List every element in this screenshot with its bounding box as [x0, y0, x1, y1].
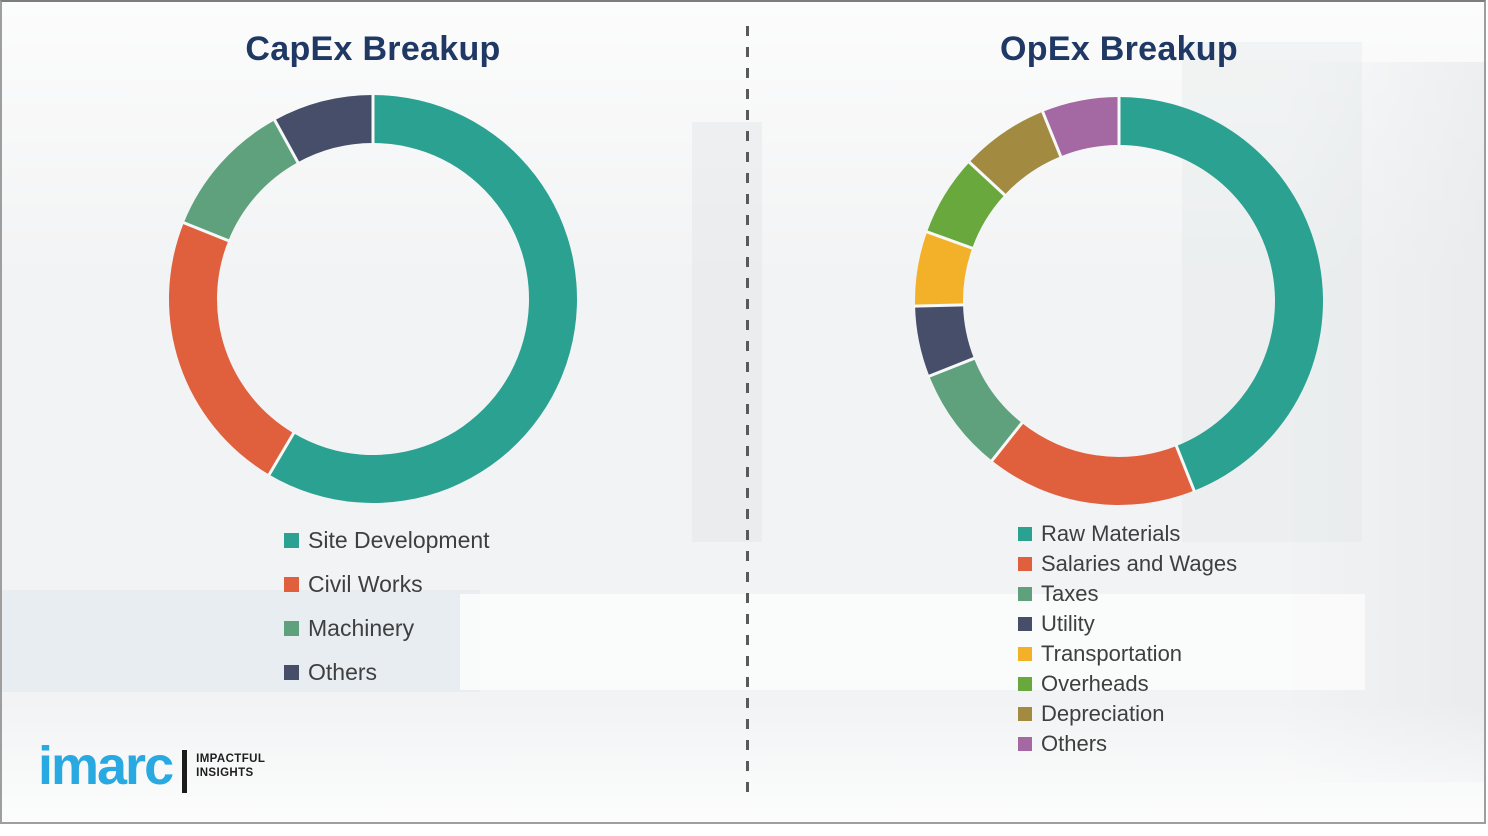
slice-separator — [927, 356, 976, 378]
legend-item: Depreciation — [1018, 699, 1237, 729]
legend-color-swatch — [1018, 737, 1032, 751]
donut-slice-civil-works — [169, 222, 294, 475]
donut-slice-machinery — [183, 120, 298, 241]
donut-svg — [914, 96, 1323, 505]
slice-separator — [967, 160, 1007, 197]
legend-color-swatch — [1018, 587, 1032, 601]
slice-separator — [1174, 444, 1196, 493]
legend-color-swatch — [1018, 677, 1032, 691]
legend-item: Machinery — [284, 606, 490, 650]
legend-item: Salaries and Wages — [1018, 549, 1237, 579]
legend-item: Raw Materials — [1018, 519, 1237, 549]
slice-separator — [990, 421, 1024, 463]
imarc-logo: imarc IMPACTFUL INSIGHTS — [38, 738, 265, 795]
logo-tagline-line1: IMPACTFUL — [196, 753, 266, 765]
legend-color-swatch — [1018, 557, 1032, 571]
donut-slice-raw-materials — [1119, 97, 1323, 491]
legend-label: Others — [1041, 731, 1108, 756]
donut-slice-taxes — [929, 358, 1022, 461]
legend-item: Civil Works — [284, 562, 490, 606]
legend-item: Taxes — [1018, 579, 1237, 609]
legend-color-swatch — [1018, 617, 1032, 631]
legend-item: Overheads — [1018, 669, 1237, 699]
slice-separator — [267, 431, 296, 477]
donut-slice-others — [1042, 97, 1119, 157]
donut-slice-depreciation — [969, 111, 1061, 195]
capex-legend: Site Development Civil Works Machinery Othe… — [284, 518, 490, 694]
opex-donut-chart — [913, 95, 1325, 507]
logo-tagline: IMPACTFUL INSIGHTS — [196, 752, 265, 780]
opex-title: OpEx Breakup — [1000, 30, 1238, 68]
legend-label: Machinery — [308, 614, 415, 641]
logo-divider-bar — [182, 750, 188, 793]
donut-slice-utility — [915, 304, 974, 377]
legend-label: Depreciation — [1041, 701, 1165, 726]
legend-label: Overheads — [1041, 671, 1149, 696]
legend-item: Others — [284, 650, 490, 694]
legend-color-swatch — [284, 664, 299, 680]
legend-color-swatch — [1018, 647, 1032, 661]
donut-slice-others — [274, 95, 373, 163]
donut-svg — [169, 94, 577, 503]
legend-label: Salaries and Wages — [1041, 551, 1238, 576]
donut-slice-transportation — [915, 231, 973, 307]
legend-color-swatch — [1018, 707, 1032, 721]
opex-legend: Raw Materials Salaries and Wages Taxes Util… — [1018, 519, 1237, 759]
legend-color-swatch — [284, 532, 299, 548]
legend-label: Civil Works — [308, 570, 423, 597]
legend-color-swatch — [284, 576, 299, 592]
donut-slice-site-development — [269, 95, 577, 503]
slice-separator — [925, 230, 974, 250]
capex-donut-chart — [167, 93, 579, 505]
legend-item: Utility — [1018, 609, 1237, 639]
legend-color-swatch — [1018, 527, 1032, 541]
slice-separator — [914, 303, 965, 308]
slice-separator — [272, 118, 300, 164]
legend-label: Site Development — [308, 526, 490, 553]
legend-color-swatch — [284, 620, 299, 636]
legend-item: Others — [1018, 729, 1237, 759]
legend-label: Taxes — [1041, 581, 1099, 606]
legend-item: Site Development — [284, 518, 490, 562]
slice-separator — [182, 220, 230, 243]
logo-brand-text: imarc — [38, 736, 174, 796]
legend-item: Transportation — [1018, 639, 1237, 669]
legend-label: Raw Materials — [1041, 521, 1181, 546]
donut-slice-salaries-and-wages — [991, 423, 1195, 505]
capex-title: CapEx Breakup — [245, 30, 501, 68]
background-texture — [692, 122, 762, 542]
legend-label: Others — [308, 658, 378, 685]
dashed-divider — [746, 26, 749, 792]
donut-slice-overheads — [927, 162, 1005, 249]
legend-label: Transportation — [1041, 641, 1183, 666]
logo-tagline-line2: INSIGHTS — [196, 767, 254, 779]
legend-label: Utility — [1041, 611, 1095, 636]
slice-separator — [1040, 110, 1063, 158]
